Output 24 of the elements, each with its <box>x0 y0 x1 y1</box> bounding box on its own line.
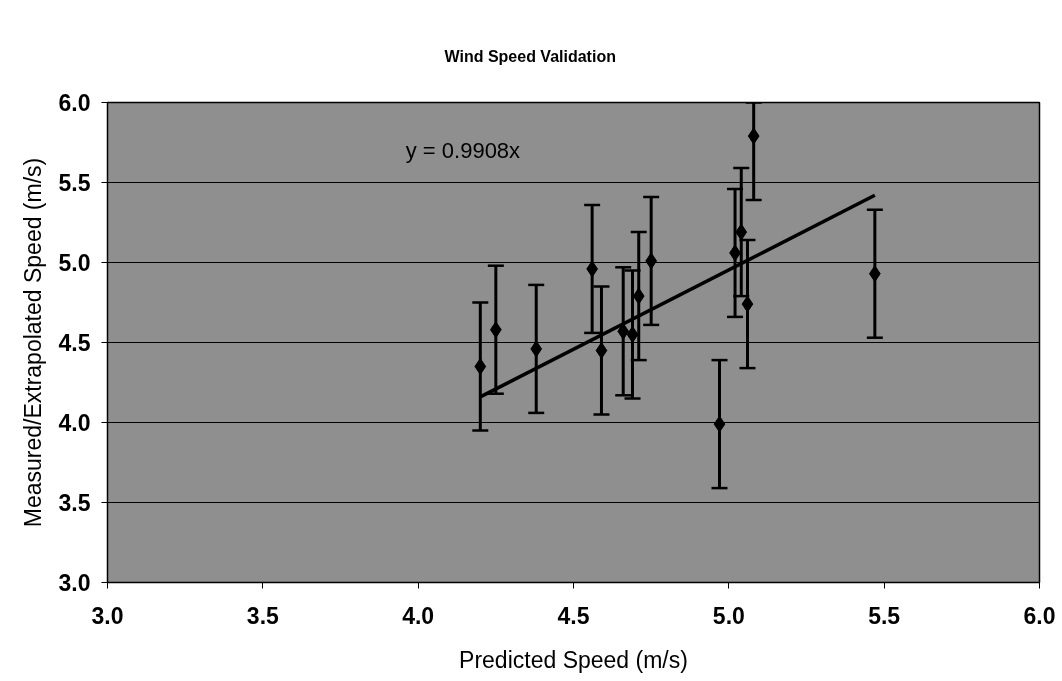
x-tick-label: 4.0 <box>402 602 435 629</box>
y-axis-title: Measured/Extrapolated Speed (m/s) <box>19 157 46 528</box>
point <box>747 127 760 145</box>
y-tick-label: 6.0 <box>58 90 91 116</box>
x-tick-label: 3.5 <box>246 602 280 629</box>
y-tick-label: 5.0 <box>58 250 91 276</box>
x-tick-label: 3.0 <box>91 602 124 629</box>
point <box>735 223 748 241</box>
point <box>632 287 645 305</box>
annotation: y = 0.9908x <box>405 138 521 163</box>
chart-title: Wind Speed Validation <box>444 47 616 65</box>
y-tick-label: 3.5 <box>58 490 91 516</box>
point <box>474 358 487 375</box>
x-tick-label: 4.5 <box>557 602 590 629</box>
x-tick-label: 5.5 <box>868 602 901 629</box>
x-tick-label: 6.0 <box>1023 602 1056 629</box>
point <box>626 326 639 343</box>
x-axis-title: Predicted Speed (m/s) <box>459 646 688 673</box>
y-tick-label: 5.5 <box>58 170 91 196</box>
y-tick-label: 4.5 <box>58 330 91 356</box>
x-tick-label: 5.0 <box>712 602 745 629</box>
point <box>595 342 608 359</box>
y-tick-label: 3.0 <box>58 570 91 596</box>
y-tick-label: 4.0 <box>58 410 91 436</box>
